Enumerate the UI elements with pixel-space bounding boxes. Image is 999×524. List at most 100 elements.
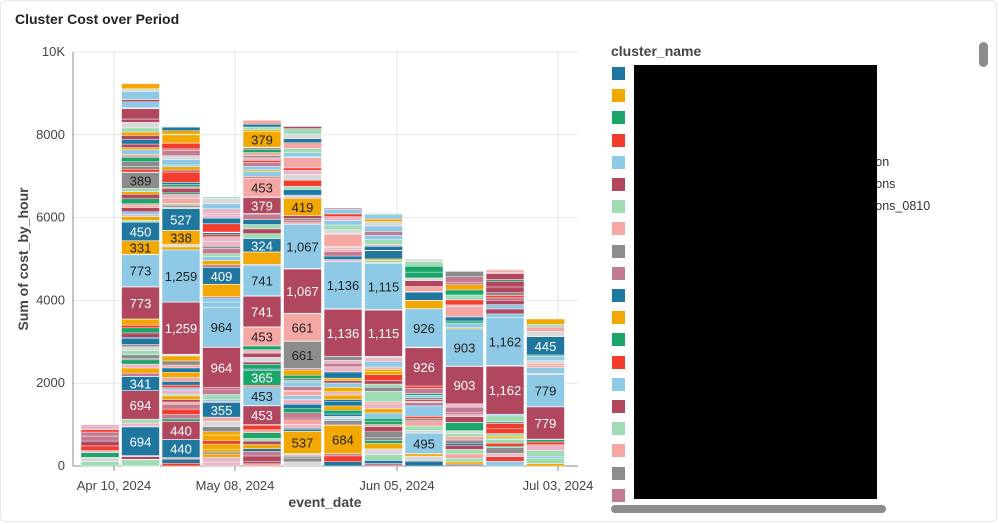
- bar-stripe: [283, 419, 322, 425]
- bar-stripe: [485, 460, 525, 467]
- bar-stripe: [121, 198, 160, 204]
- data-label: 779: [535, 384, 557, 399]
- bar-stripe: [161, 372, 201, 378]
- bar-stripe: [283, 424, 322, 429]
- bar-stripe: [445, 439, 484, 444]
- bar-stripe: [404, 455, 444, 462]
- legend-vertical-scrollbar[interactable]: [979, 42, 988, 67]
- data-label: 453: [251, 408, 273, 423]
- bar-stack: 1,115 1,115: [364, 213, 403, 467]
- bar-stripe: [202, 301, 241, 308]
- bar-stripe: [364, 383, 403, 388]
- bar-stripe: [283, 142, 322, 149]
- bar-stripe: [404, 261, 444, 267]
- bar-stripe: [121, 207, 160, 212]
- bar-segment: [485, 365, 525, 415]
- legend-title: cluster_name: [611, 43, 702, 59]
- bar-stack: 779 779 445: [526, 318, 565, 467]
- bar-stripe: [445, 299, 484, 306]
- bar-segment: [242, 386, 282, 406]
- legend-label: ssions_0810: [860, 199, 931, 214]
- bar-stripe: [202, 297, 241, 303]
- data-label: 365: [251, 371, 273, 386]
- bar-stripe: [364, 437, 403, 441]
- bar-stripe: [80, 431, 120, 437]
- bar-stripe: [445, 449, 484, 455]
- bar-stripe: [242, 438, 282, 442]
- bar-stripe: [526, 463, 565, 467]
- bar-stripe: [445, 276, 484, 283]
- bar-stripe: [161, 458, 201, 464]
- y-axis-title: Sum of cost_by_hour: [15, 187, 31, 331]
- bar-stripe: [283, 454, 322, 457]
- bar-segment: [323, 233, 363, 247]
- data-label: 537: [292, 435, 314, 450]
- bar-stripe: [526, 441, 565, 446]
- bar-stripe: [161, 414, 201, 420]
- data-label: 903: [454, 378, 476, 393]
- bar-stripe: [161, 462, 201, 467]
- data-label: 964: [211, 320, 233, 335]
- data-label: 453: [251, 330, 273, 345]
- bar-stripe: [242, 352, 282, 358]
- bar-stripe: [364, 213, 403, 216]
- bar-stripe: [80, 429, 120, 433]
- data-label: 453: [251, 389, 273, 404]
- bar-segment: [364, 250, 403, 260]
- bar-stripe: [364, 431, 403, 438]
- bar-stripe: [80, 450, 120, 453]
- bar-stripe: [161, 399, 201, 403]
- bar-stripe: [445, 412, 484, 415]
- bar-stripe: [121, 216, 160, 221]
- bar-stripe: [445, 461, 484, 465]
- chart-title: Cluster Cost over Period: [15, 11, 180, 27]
- bar-stripe: [323, 391, 363, 396]
- bar-stripe: [485, 421, 525, 424]
- bar-stripe: [242, 224, 282, 230]
- bar-stripe: [242, 120, 282, 125]
- bar-stripe: [161, 159, 201, 166]
- bar-stripe: [485, 304, 525, 310]
- bar-segment: [323, 261, 363, 309]
- bar-stripe: [323, 216, 363, 221]
- bar-segment: [161, 208, 201, 231]
- bar-stripe: [121, 156, 160, 162]
- bar-stripe: [404, 388, 444, 394]
- data-label: 661: [292, 348, 314, 363]
- bar-stripe: [445, 436, 484, 441]
- bar-stripe: [283, 218, 322, 221]
- bar-stripe: [202, 451, 241, 455]
- bar-stripe: [161, 194, 201, 199]
- bar-stripe: [445, 453, 484, 459]
- bar-stripe: [121, 456, 160, 460]
- data-label: 338: [170, 231, 192, 246]
- bar-stripe: [445, 463, 484, 467]
- bar-stripe: [242, 451, 282, 457]
- bar-segment: [323, 424, 363, 454]
- bar-segment: [445, 422, 484, 432]
- bar-stripe: [121, 135, 160, 140]
- bar-stripe: [202, 426, 241, 433]
- bar-segment: [404, 300, 444, 309]
- bar-stripe: [404, 418, 444, 421]
- bar-stripe: [202, 440, 241, 445]
- bar-stripe: [404, 399, 444, 402]
- bar-stripe: [121, 358, 160, 361]
- bar-segment: [242, 131, 282, 148]
- bar-stripe: [283, 369, 322, 376]
- bar-stack: 440 440 1,259 1,259 338 527: [161, 126, 201, 467]
- bar-stripe: [242, 155, 282, 158]
- bar-stripe: [485, 453, 525, 458]
- bar-segment: [242, 177, 282, 198]
- bar-stripe: [242, 228, 282, 234]
- bar-stripe: [202, 212, 241, 217]
- bar-segment: [526, 406, 565, 440]
- bar-stripe: [526, 456, 565, 459]
- legend-horizontal-scrollbar[interactable]: [611, 505, 886, 513]
- bar-stripe: [323, 380, 363, 384]
- bar-segment: [283, 341, 322, 370]
- bar-stripe: [364, 366, 403, 370]
- x-tick-label: May 08, 2024: [196, 478, 275, 493]
- bar-stripe: [445, 282, 484, 285]
- bar-stripe: [485, 286, 525, 293]
